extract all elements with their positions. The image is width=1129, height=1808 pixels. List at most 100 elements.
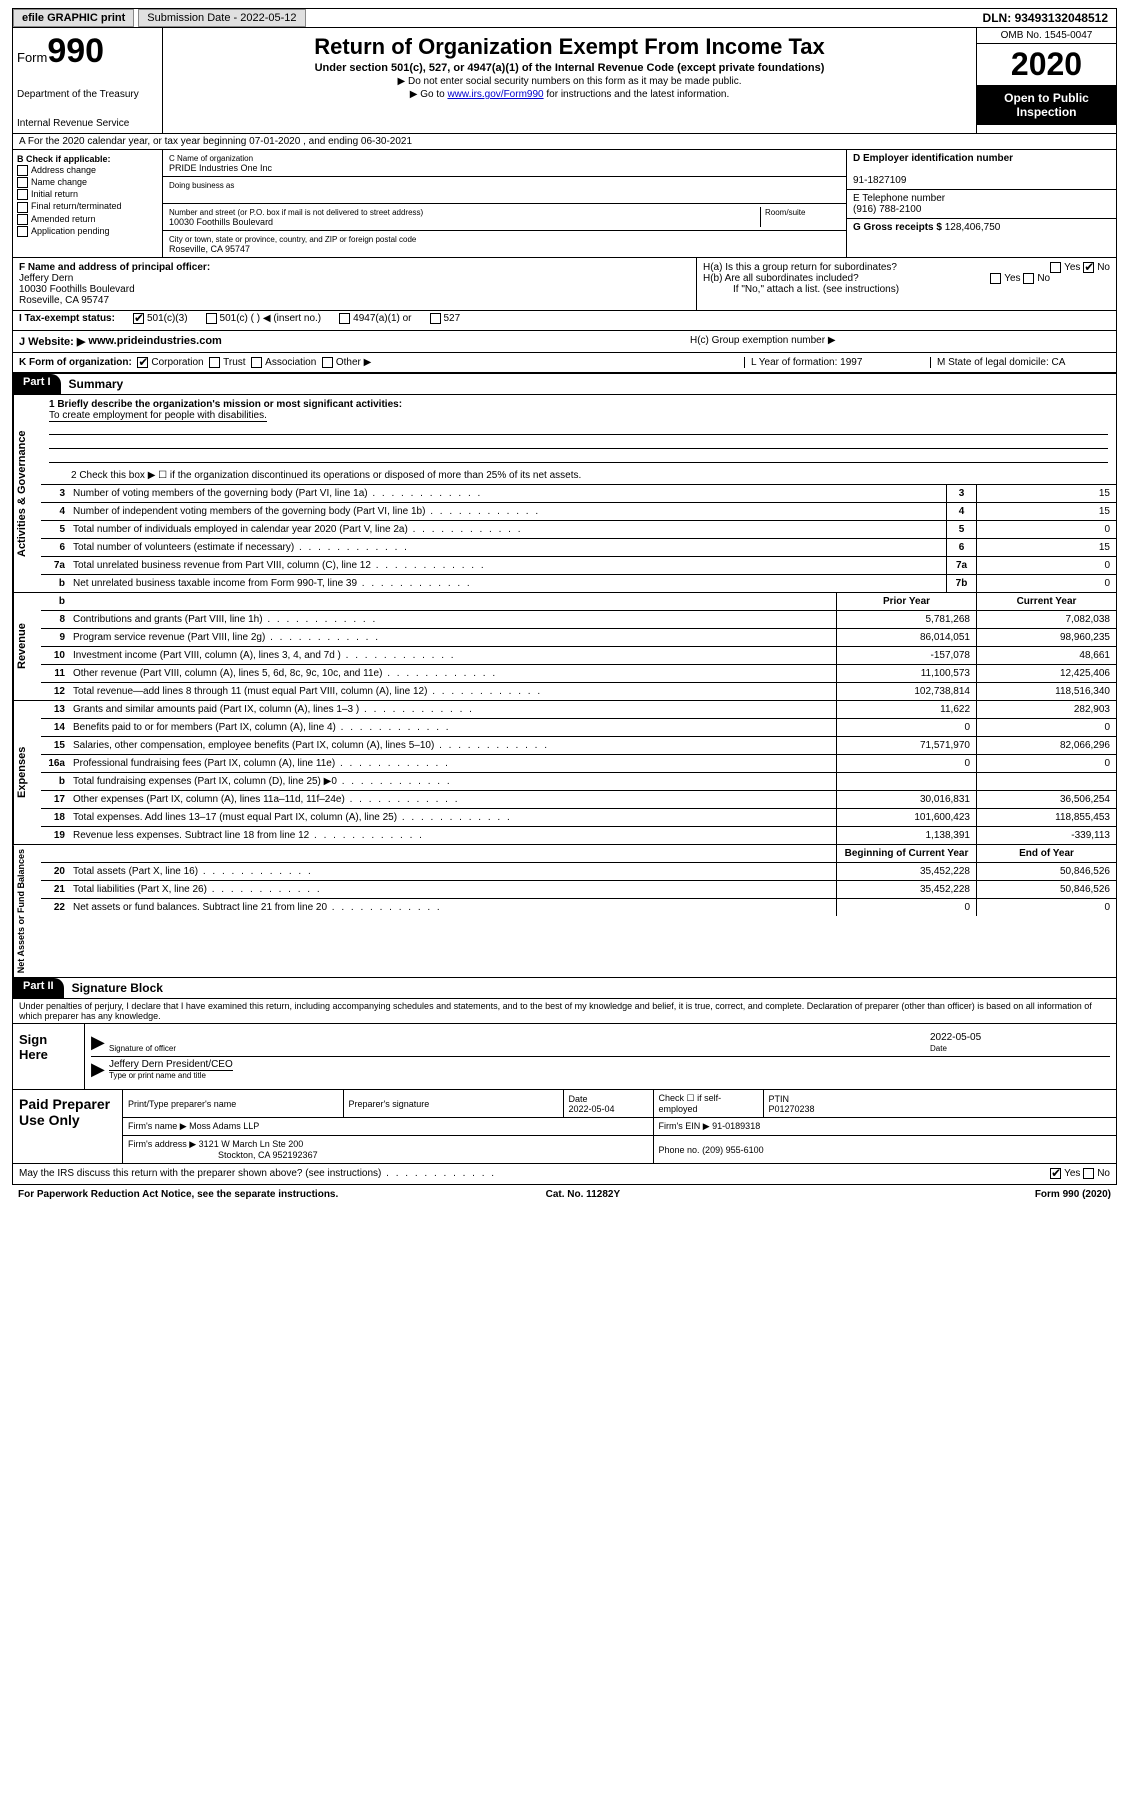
sign-name: Jeffery Dern President/CEO <box>109 1059 233 1071</box>
discuss-no[interactable] <box>1083 1168 1094 1179</box>
hb-no[interactable] <box>1023 273 1034 284</box>
discuss-yes[interactable] <box>1050 1168 1061 1179</box>
firm-lbl: Firm's name ▶ <box>128 1121 187 1131</box>
section-f: F Name and address of principal officer:… <box>13 258 696 310</box>
hb-yes[interactable] <box>990 273 1001 284</box>
phone-cell: E Telephone number(916) 788-2100 <box>847 190 1116 219</box>
phone-value: (916) 788-2100 <box>853 204 921 215</box>
k-other[interactable]: Other ▶ <box>322 357 371 368</box>
date-label: Date <box>930 1044 947 1053</box>
omb-number: OMB No. 1545-0047 <box>977 28 1116 44</box>
dept-irs: Internal Revenue Service <box>17 118 158 129</box>
i-o3: 4947(a)(1) or <box>353 313 411 324</box>
cb-app-pending[interactable]: Application pending <box>17 226 158 237</box>
dln-label: DLN: <box>983 11 1012 25</box>
cb-initial-return[interactable]: Initial return <box>17 189 158 200</box>
i-527[interactable]: 527 <box>430 313 461 324</box>
paid-label: Paid Preparer Use Only <box>13 1090 123 1163</box>
line-15: 15Salaries, other compensation, employee… <box>41 737 1116 755</box>
no-lbl: No <box>1097 1169 1110 1180</box>
side-net: Net Assets or Fund Balances <box>13 845 41 977</box>
name-label: Type or print name and title <box>109 1071 206 1080</box>
sigoff-label: Signature of officer <box>109 1044 176 1053</box>
state-domicile: M State of legal domicile: CA <box>930 357 1110 368</box>
section-fh: F Name and address of principal officer:… <box>12 258 1117 311</box>
k-o2: Trust <box>223 357 245 368</box>
form-subtitle: Under section 501(c), 527, or 4947(a)(1)… <box>171 62 968 74</box>
k-assoc[interactable]: Association <box>251 357 316 368</box>
i-501c3[interactable]: 501(c)(3) <box>133 313 188 324</box>
hdr-bcy: Beginning of Current Year <box>836 845 976 862</box>
city-label: City or town, state or province, country… <box>169 235 416 244</box>
ein-cell: D Employer identification number91-18271… <box>847 150 1116 190</box>
firm-phone: (209) 955-6100 <box>702 1145 764 1155</box>
pp-row1: Print/Type preparer's name Preparer's si… <box>123 1090 1116 1118</box>
form-note1: ▶ Do not enter social security numbers o… <box>171 76 968 87</box>
hdr-cy: Current Year <box>976 593 1116 610</box>
cb-lbl: Application pending <box>31 226 110 236</box>
cb-address-change[interactable]: Address change <box>17 165 158 176</box>
cb-amended[interactable]: Amended return <box>17 214 158 225</box>
perjury-text: Under penalties of perjury, I declare th… <box>12 999 1117 1024</box>
header: Form990 Department of the Treasury Inter… <box>12 28 1117 134</box>
submission-date: Submission Date - 2022-05-12 <box>138 9 305 27</box>
line-13: 13Grants and similar amounts paid (Part … <box>41 701 1116 719</box>
website-url: www.prideindustries.com <box>88 335 221 348</box>
hc-label: H(c) Group exemption number ▶ <box>690 335 1110 348</box>
blank <box>69 593 836 610</box>
firm-ein: 91-0189318 <box>712 1121 760 1131</box>
form990-link[interactable]: www.irs.gov/Form990 <box>447 89 543 100</box>
i-501c[interactable]: 501(c) ( ) ◀ (insert no.) <box>206 313 322 324</box>
col-header-net: Beginning of Current YearEnd of Year <box>41 845 1116 863</box>
i-4947[interactable]: 4947(a)(1) or <box>339 313 411 324</box>
dba-label: Doing business as <box>169 181 234 190</box>
firm-addr-cell: Firm's address ▶ 3121 W March Ln Ste 200… <box>123 1136 653 1164</box>
addr-label: Number and street (or P.O. box if mail i… <box>169 208 423 217</box>
k-o4: Other ▶ <box>336 357 371 368</box>
pp-date: 2022-05-04 <box>569 1104 615 1114</box>
org-name: PRIDE Industries One Inc <box>169 163 272 173</box>
hb-row: H(b) Are all subordinates included? Yes … <box>703 273 1110 284</box>
part2-label: Part II <box>13 978 64 998</box>
pp-h1: Print/Type preparer's name <box>123 1090 343 1118</box>
side-actgov: Activities & Governance <box>13 395 41 592</box>
cb-final-return[interactable]: Final return/terminated <box>17 201 158 212</box>
mission-text: To create employment for people with dis… <box>49 410 267 422</box>
k-corp[interactable]: Corporation <box>137 357 203 368</box>
line-17: 17Other expenses (Part IX, column (A), l… <box>41 791 1116 809</box>
dept-treasury: Department of the Treasury <box>17 89 158 100</box>
net-section: Net Assets or Fund Balances Beginning of… <box>12 845 1117 978</box>
header-mid: Return of Organization Exempt From Incom… <box>163 28 976 133</box>
org-name-cell: C Name of organization PRIDE Industries … <box>163 150 846 177</box>
subm-date-value: 2022-05-12 <box>240 12 296 24</box>
ul3 <box>49 449 1108 463</box>
i-o1: 501(c)(3) <box>147 313 188 324</box>
k-label: K Form of organization: <box>19 357 132 368</box>
ha-ans: No <box>1097 262 1110 273</box>
cb-lbl: Final return/terminated <box>31 201 122 211</box>
net-table: Beginning of Current YearEnd of Year 20T… <box>41 845 1116 977</box>
footer-left: For Paperwork Reduction Act Notice, see … <box>18 1189 338 1200</box>
part1-title: Summary <box>61 374 132 394</box>
sig-name-row: ▶ Jeffery Dern President/CEOType or prin… <box>91 1057 1110 1083</box>
ha-no[interactable] <box>1083 262 1094 273</box>
part1-header: Part I Summary <box>12 373 1117 395</box>
sign-right: ▶ Signature of officer 2022-05-05Date ▶ … <box>85 1024 1116 1089</box>
cb-name-change[interactable]: Name change <box>17 177 158 188</box>
ha-yes[interactable] <box>1050 262 1061 273</box>
pp-h2: Preparer's signature <box>343 1090 563 1118</box>
e-label: E Telephone number <box>853 193 945 204</box>
pp-h4: Check ☐ if self-employed <box>653 1090 763 1118</box>
ul2 <box>49 435 1108 449</box>
pp-row3: Firm's address ▶ 3121 W March Ln Ste 200… <box>123 1136 1116 1164</box>
mission-q: 1 Briefly describe the organization's mi… <box>49 399 402 410</box>
line2: 2 Check this box ▶ ☐ if the organization… <box>41 467 1116 485</box>
cb-lbl: Address change <box>31 165 96 175</box>
k-trust[interactable]: Trust <box>209 357 245 368</box>
dln: DLN: 93493132048512 <box>975 9 1116 27</box>
efile-print-button[interactable]: efile GRAPHIC print <box>13 9 134 27</box>
note2-post: for instructions and the latest informat… <box>544 89 730 100</box>
part2-header: Part II Signature Block <box>12 978 1117 999</box>
line-21: 21Total liabilities (Part X, line 26)35,… <box>41 881 1116 899</box>
form-990-page: efile GRAPHIC print Submission Date - 20… <box>0 0 1129 1212</box>
